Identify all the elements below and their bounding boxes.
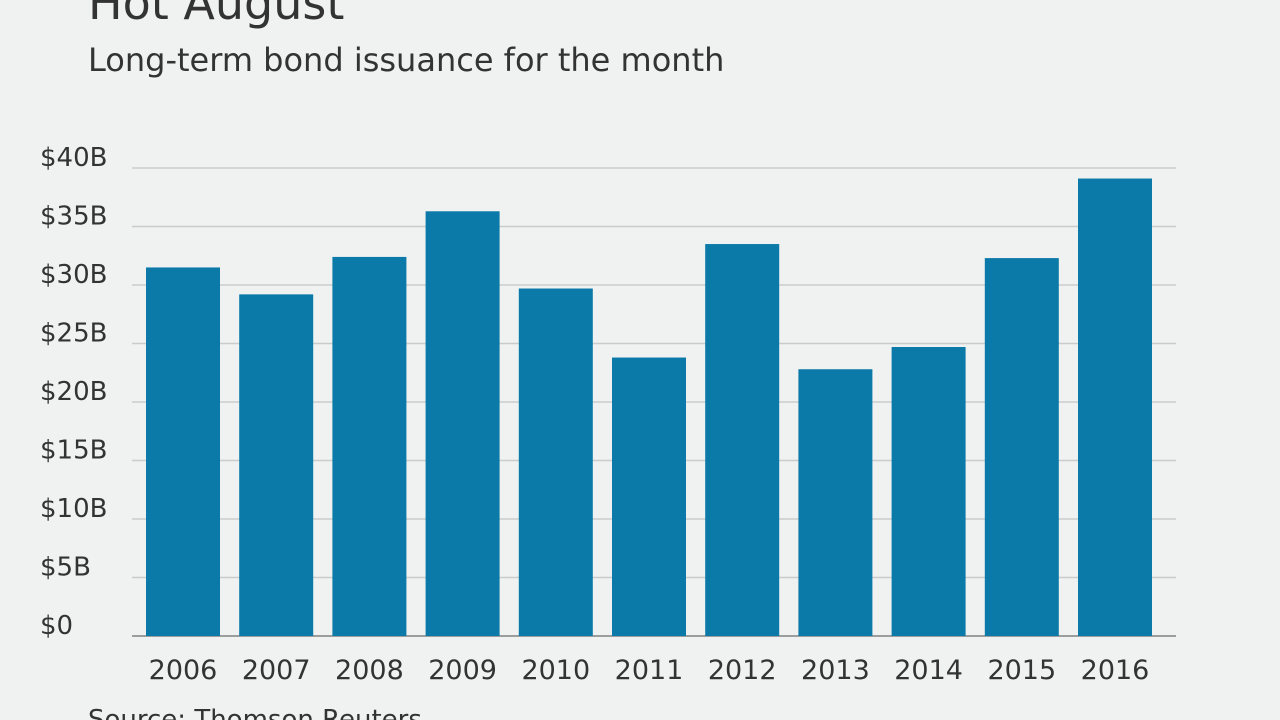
y-tick-label: $5B	[40, 553, 91, 583]
bar-2013	[798, 369, 873, 636]
y-tick-label: $30B	[40, 260, 107, 290]
bar-2010	[518, 288, 593, 636]
y-axis-ticks: $0 $5B $10B $15B $20B $25B $30B $35B $40B	[40, 143, 107, 641]
bar-2008	[332, 256, 407, 636]
bar-2009	[425, 211, 500, 637]
bar-2011	[612, 357, 686, 636]
bar-2006	[146, 267, 220, 636]
chart-subtitle: Long-term bond issuance for the month	[88, 41, 725, 79]
x-axis-ticks: 2006 2007 2008 2009 2010 2011 2012 2013 2014 2015…	[149, 655, 1150, 686]
x-tick-label: 2015	[987, 655, 1056, 686]
bar-2014	[891, 347, 966, 636]
x-tick-label: 2010	[521, 655, 590, 686]
x-tick-label: 2014	[894, 655, 963, 686]
x-tick-label: 2012	[708, 655, 777, 686]
bar-2007	[239, 294, 314, 636]
bar-2012	[705, 244, 780, 637]
bars	[146, 178, 1152, 637]
bar-2015	[984, 258, 1059, 636]
y-tick-label: $25B	[40, 319, 107, 349]
x-tick-label: 2006	[149, 655, 218, 686]
chart-title: Hot August	[88, 0, 345, 30]
x-tick-label: 2016	[1081, 655, 1150, 686]
x-tick-label: 2008	[335, 655, 404, 686]
y-tick-label: $10B	[40, 494, 107, 524]
source-note: Source: Thomson Reuters	[88, 705, 422, 720]
y-tick-label: $20B	[40, 377, 107, 407]
x-tick-label: 2011	[615, 655, 684, 686]
y-tick-label: $40B	[40, 143, 107, 173]
y-tick-label: $0	[40, 611, 73, 641]
x-tick-label: 2009	[428, 655, 497, 686]
y-tick-label: $15B	[40, 436, 107, 466]
y-tick-label: $35B	[40, 202, 107, 232]
bar-2016	[1078, 178, 1152, 636]
x-tick-label: 2013	[801, 655, 870, 686]
x-tick-label: 2007	[242, 655, 311, 686]
